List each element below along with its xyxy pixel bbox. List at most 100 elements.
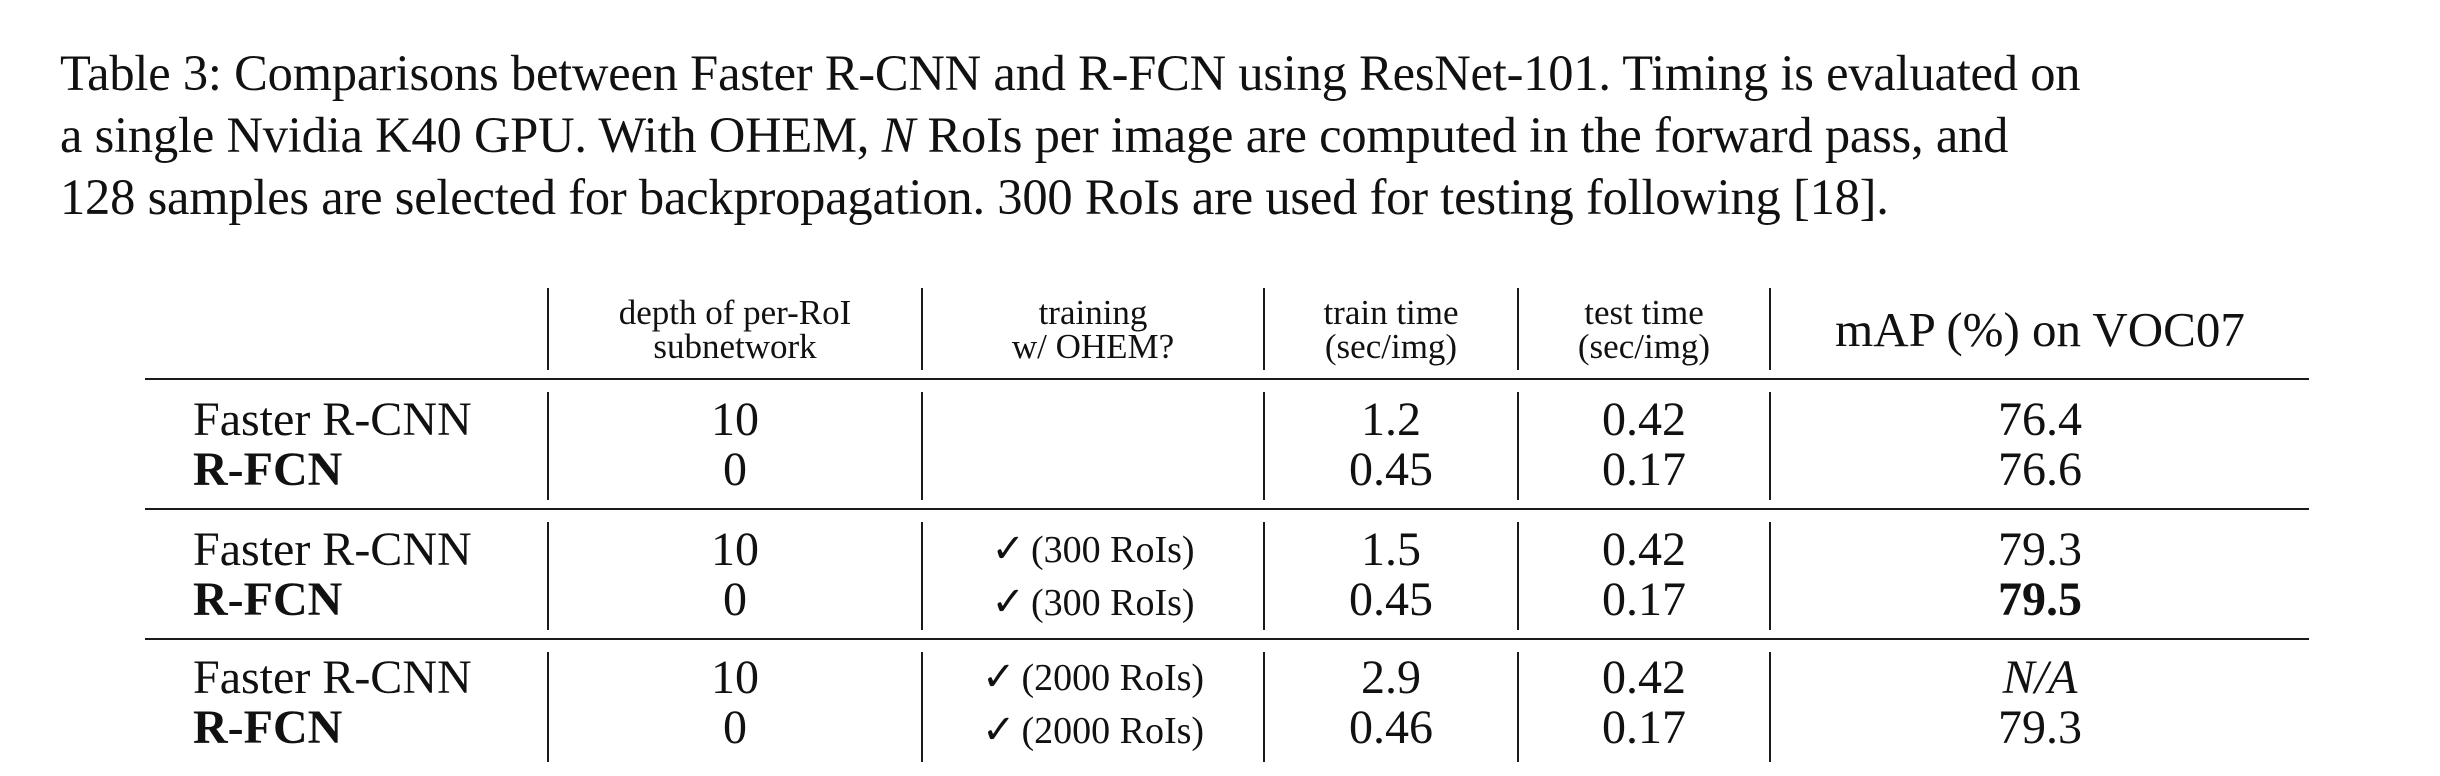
header-test-time: test time (sec/img) <box>1519 282 1769 378</box>
column-divider <box>921 522 923 630</box>
ohem-roi-count: (300 RoIs) <box>1030 529 1195 571</box>
ohem-value: ✓ (2000 RoIs) <box>982 650 1204 703</box>
header-train-line1: train time <box>1323 293 1459 332</box>
test-time-value: 0.17 <box>1602 443 1686 496</box>
caption-line-2-end: RoIs per image are computed in the forwa… <box>915 107 2009 163</box>
column-divider <box>1769 522 1771 630</box>
column-divider <box>1769 652 1771 762</box>
column-divider <box>1517 522 1519 630</box>
depth-cell: 10 0 <box>549 640 921 764</box>
column-divider <box>1769 288 1771 370</box>
check-icon: ✓ <box>981 707 1016 753</box>
caption-line-3: 128 samples are selected for backpropaga… <box>60 169 1889 225</box>
test-time-cell: 0.42 0.17 <box>1519 640 1769 764</box>
ohem-roi-count: (300 RoIs) <box>1030 582 1195 624</box>
caption-line-2: a single Nvidia K40 GPU. With OHEM, N Ro… <box>60 104 2420 166</box>
map-value-best: 79.5 <box>1998 573 2082 626</box>
column-divider <box>547 522 549 630</box>
map-value: 76.4 <box>1998 393 2082 446</box>
train-time-value: 1.2 <box>1361 393 1421 446</box>
header-ohem: training w/ OHEM? <box>923 282 1263 378</box>
table-row-group: Faster R-CNN R-FCN 10 0 ✓ (300 RoIs) ✓ (30… <box>145 510 2309 640</box>
method-cell: Faster R-CNN R-FCN <box>145 510 547 638</box>
depth-cell: 10 0 <box>549 380 921 508</box>
header-map-label: mAP (%) on VOC07 <box>1835 302 2245 357</box>
method-name: R-FCN <box>193 443 343 496</box>
ohem-roi-count: (2000 RoIs) <box>1021 657 1205 699</box>
method-name: Faster R-CNN <box>193 651 472 704</box>
comparison-table: depth of per-RoI subnetwork training w/ … <box>145 282 2309 764</box>
header-ohem-line2: w/ OHEM? <box>1011 327 1175 366</box>
table-row-group: Faster R-CNN R-FCN 10 0 ✓ (2000 RoIs) ✓ (2… <box>145 640 2309 764</box>
header-depth: depth of per-RoI subnetwork <box>549 282 921 378</box>
depth-value: 10 <box>711 651 759 704</box>
check-icon: ✓ <box>991 526 1025 572</box>
map-cell: N/A 79.3 <box>1771 640 2309 764</box>
check-icon: ✓ <box>991 579 1025 625</box>
ohem-cell: ✓ (300 RoIs) ✓ (300 RoIs) <box>923 510 1263 638</box>
check-icon: ✓ <box>981 654 1016 700</box>
test-time-cell: 0.42 0.17 <box>1519 510 1769 638</box>
column-divider <box>1263 288 1265 370</box>
method-cell: Faster R-CNN R-FCN <box>145 640 547 764</box>
column-divider <box>1517 652 1519 762</box>
test-time-value: 0.42 <box>1602 651 1686 704</box>
train-time-value: 0.45 <box>1349 573 1433 626</box>
map-value: 79.3 <box>1998 701 2082 754</box>
test-time-value: 0.42 <box>1602 523 1686 576</box>
train-time-value: 0.45 <box>1349 443 1433 496</box>
method-name: R-FCN <box>193 701 343 754</box>
train-time-value: 1.5 <box>1361 523 1421 576</box>
map-value: 76.6 <box>1998 443 2082 496</box>
caption-line-2-start: a single Nvidia K40 GPU. With OHEM, <box>60 107 882 163</box>
method-name: Faster R-CNN <box>193 523 472 576</box>
column-divider <box>547 288 549 370</box>
map-cell: 79.3 79.5 <box>1771 510 2309 638</box>
test-time-value: 0.17 <box>1602 573 1686 626</box>
table-caption: Table 3: Comparisons between Faster R-CN… <box>60 42 2420 228</box>
column-divider <box>547 652 549 762</box>
ohem-cell <box>923 380 1263 508</box>
method-name: R-FCN <box>193 573 343 626</box>
column-divider <box>1263 652 1265 762</box>
table-row-group: Faster R-CNN R-FCN 10 0 1.2 0.45 0.42 0.… <box>145 380 2309 510</box>
header-test-line2: (sec/img) <box>1577 327 1711 366</box>
depth-value: 10 <box>711 523 759 576</box>
header-method-cell <box>145 282 547 378</box>
header-depth-line1: depth of per-RoI <box>618 293 852 332</box>
map-value: 79.3 <box>1998 523 2082 576</box>
column-divider <box>1769 392 1771 500</box>
column-divider <box>547 392 549 500</box>
map-cell: 76.4 76.6 <box>1771 380 2309 508</box>
column-divider <box>1263 522 1265 630</box>
method-cell: Faster R-CNN R-FCN <box>145 380 547 508</box>
column-divider <box>1263 392 1265 500</box>
ohem-value: ✓ (300 RoIs) <box>991 522 1194 575</box>
header-depth-line2: subnetwork <box>653 327 817 366</box>
column-divider <box>1517 392 1519 500</box>
column-divider <box>921 288 923 370</box>
depth-value: 0 <box>723 573 747 626</box>
header-train-line2: (sec/img) <box>1324 327 1458 366</box>
train-time-cell: 1.2 0.45 <box>1265 380 1517 508</box>
depth-value: 10 <box>711 393 759 446</box>
header-test-line1: test time <box>1584 293 1704 332</box>
caption-math-n: N <box>881 107 916 163</box>
depth-value: 0 <box>723 443 747 496</box>
header-train-time: train time (sec/img) <box>1265 282 1517 378</box>
test-time-cell: 0.42 0.17 <box>1519 380 1769 508</box>
method-name: Faster R-CNN <box>193 393 472 446</box>
train-time-cell: 1.5 0.45 <box>1265 510 1517 638</box>
caption-line-1: Table 3: Comparisons between Faster R-CN… <box>60 45 2081 101</box>
test-time-value: 0.17 <box>1602 701 1686 754</box>
ohem-value: ✓ (300 RoIs) <box>991 575 1194 628</box>
depth-cell: 10 0 <box>549 510 921 638</box>
column-divider <box>921 392 923 500</box>
column-divider <box>1517 288 1519 370</box>
map-value: N/A <box>2002 651 2078 704</box>
table-header-row: depth of per-RoI subnetwork training w/ … <box>145 282 2309 380</box>
ohem-roi-count: (2000 RoIs) <box>1021 710 1205 752</box>
depth-value: 0 <box>723 701 747 754</box>
ohem-cell: ✓ (2000 RoIs) ✓ (2000 RoIs) <box>923 640 1263 764</box>
test-time-value: 0.42 <box>1602 393 1686 446</box>
